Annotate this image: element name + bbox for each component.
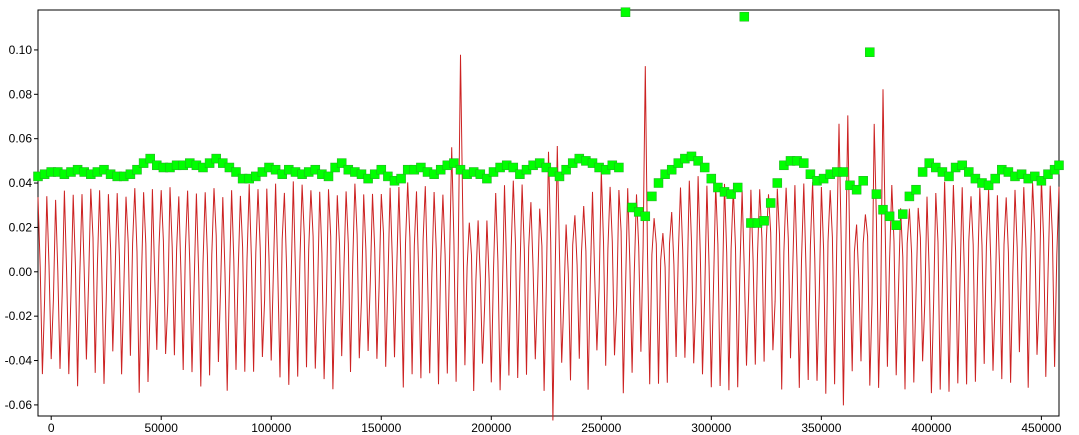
signal-layer <box>37 54 1060 421</box>
peak-marker <box>990 173 1000 184</box>
x-axis: 0 50000 100000 150000 200000 250000 300000 3500… <box>48 416 1062 435</box>
peak-marker <box>706 173 717 184</box>
peak-marker <box>323 171 334 182</box>
y-tick-label: 0.02 <box>9 220 33 234</box>
peak-marker <box>666 164 677 175</box>
x-tick-label: 150000 <box>361 421 401 435</box>
peak-marker <box>1054 160 1064 171</box>
peak-marker <box>898 209 908 219</box>
peak-marker <box>891 220 901 230</box>
y-tick-label: -0.04 <box>5 354 33 368</box>
x-tick-label: 350000 <box>801 421 841 435</box>
peak-marker <box>851 184 862 195</box>
y-tick-label: -0.02 <box>5 309 33 323</box>
peak-marker <box>231 167 241 177</box>
peak-marker <box>765 198 776 208</box>
peak-marker <box>739 11 750 22</box>
peak-marker <box>653 178 664 188</box>
peak-marker <box>838 167 849 177</box>
peak-marker <box>699 162 710 173</box>
x-tick-label: 200000 <box>471 421 511 435</box>
peak-marker <box>805 169 816 179</box>
peak-marker <box>799 158 809 168</box>
peak-marker <box>449 158 459 168</box>
y-axis: 0.10 0.08 0.06 0.04 0.02 0.00 -0.02 -0.04 -0.06 <box>5 43 38 412</box>
peak-marker <box>561 164 571 175</box>
peak-marker <box>693 156 703 166</box>
peak-marker <box>759 216 769 226</box>
peak-marker <box>878 204 888 215</box>
peak-marker <box>865 47 875 57</box>
peak-marker <box>508 162 519 173</box>
peak-marker <box>620 7 631 17</box>
signal-line <box>37 54 1060 421</box>
x-tick-label: 100000 <box>251 421 291 435</box>
peak-marker <box>554 171 565 182</box>
peak-marker <box>917 167 928 177</box>
peak-marker <box>396 173 406 184</box>
y-tick-label: 0.10 <box>9 43 33 57</box>
peak-marker <box>772 178 783 188</box>
x-tick-label: 450000 <box>1021 421 1061 435</box>
x-tick-label: 50000 <box>145 421 179 435</box>
peak-marker <box>640 211 651 222</box>
x-tick-label: 250000 <box>581 421 621 435</box>
y-tick-label: -0.06 <box>5 398 33 412</box>
y-tick-label: 0.04 <box>9 176 33 190</box>
peak-marker <box>904 191 915 202</box>
peak-marker <box>482 173 492 184</box>
peak-marker <box>336 158 347 168</box>
peak-marker <box>983 180 994 191</box>
peak-marker <box>145 153 155 164</box>
peak-marker <box>957 160 967 171</box>
y-tick-label: 0.06 <box>9 132 33 146</box>
marker-layer <box>33 7 1064 230</box>
x-tick-label: 300000 <box>691 421 731 435</box>
y-tick-label: 0.00 <box>9 265 33 279</box>
peak-marker <box>647 191 657 202</box>
x-tick-label: 0 <box>48 421 55 435</box>
x-tick-label: 400000 <box>911 421 951 435</box>
peak-marker <box>732 182 743 193</box>
y-tick-label: 0.08 <box>9 87 33 101</box>
peak-marker <box>1036 176 1047 186</box>
peak-marker <box>944 171 954 182</box>
peak-marker <box>376 164 387 175</box>
peak-marker <box>964 167 974 177</box>
peak-marker <box>726 189 736 199</box>
peak-marker <box>858 176 868 186</box>
peak-marker <box>132 164 142 175</box>
peak-marker <box>871 189 882 199</box>
peak-marker <box>614 162 624 173</box>
peak-marker <box>911 184 921 195</box>
peak-marker <box>884 211 895 222</box>
